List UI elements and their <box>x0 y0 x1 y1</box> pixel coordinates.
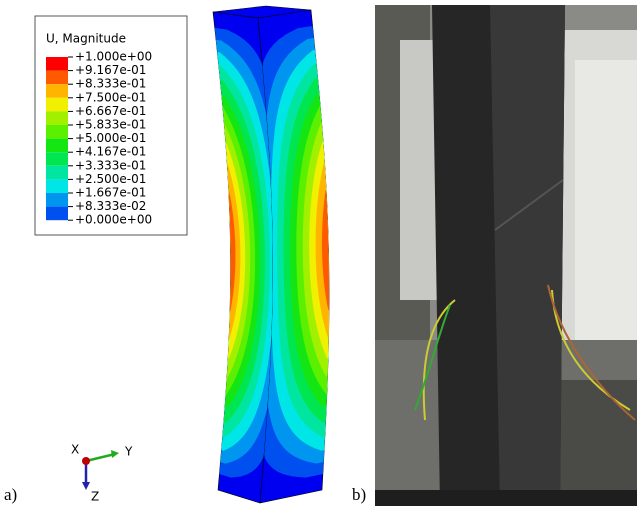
legend-swatch <box>46 71 68 85</box>
legend-label: +4.167e-01 <box>75 145 146 159</box>
legend-label: +1.000e+00 <box>75 50 152 64</box>
axis-z-label: Z <box>91 490 99 504</box>
axis-x-label: X <box>71 443 79 457</box>
legend-swatch <box>46 98 68 112</box>
panel-label: b) <box>352 485 366 504</box>
figure: U, Magnitude +1.000e+00+9.167e-01+8.333e… <box>0 0 637 506</box>
legend-label: +1.667e-01 <box>75 186 146 200</box>
legend-label: +2.500e-01 <box>75 172 146 186</box>
panel-label: a) <box>4 485 17 504</box>
legend-label: +8.333e-02 <box>75 199 146 213</box>
legend-swatch <box>46 166 68 180</box>
axis-y-label: Y <box>124 445 133 459</box>
legend-swatch <box>46 207 68 221</box>
legend-swatch <box>46 179 68 193</box>
legend-label: +6.667e-01 <box>75 104 146 118</box>
legend-label: +9.167e-01 <box>75 63 146 77</box>
legend-swatch <box>46 125 68 139</box>
axis-triad: X Y Z <box>71 443 133 504</box>
legend-swatch <box>46 139 68 153</box>
legend-swatch <box>46 193 68 207</box>
legend-title: U, Magnitude <box>46 32 126 46</box>
legend-label: +5.833e-01 <box>75 118 146 132</box>
legend-label: +8.333e-01 <box>75 77 146 91</box>
beam-contour <box>213 6 329 503</box>
legend-swatch <box>46 57 68 71</box>
legend-label: +5.000e-01 <box>75 131 146 145</box>
legend-label: +0.000e+00 <box>75 213 152 227</box>
legend: +1.000e+00+9.167e-01+8.333e-01+7.500e-01… <box>46 50 152 227</box>
legend-swatch <box>46 152 68 166</box>
legend-swatch <box>46 84 68 98</box>
photo <box>375 5 637 506</box>
legend-swatch <box>46 111 68 125</box>
legend-label: +7.500e-01 <box>75 90 146 104</box>
legend-label: +3.333e-01 <box>75 158 146 172</box>
